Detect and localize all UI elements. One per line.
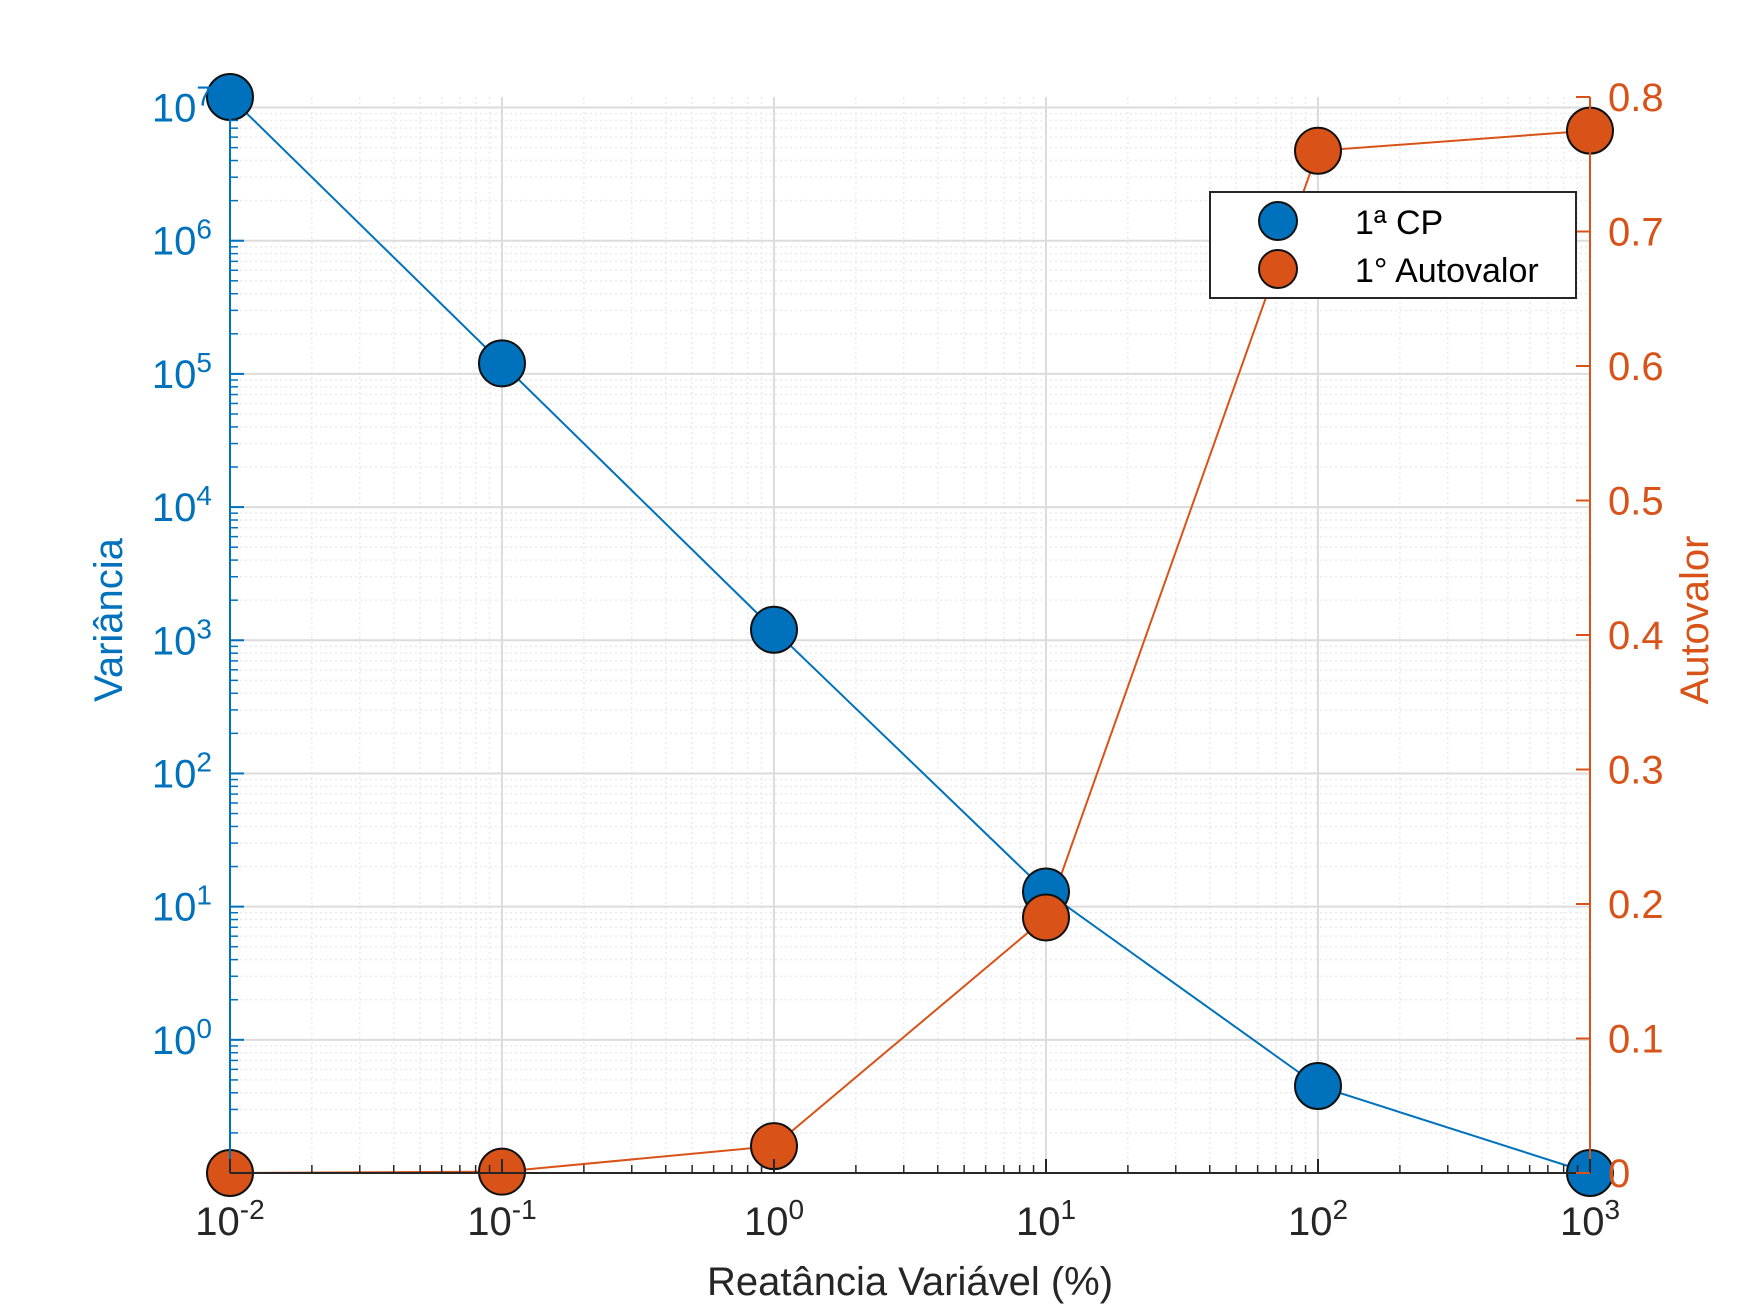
y-right-tick-label: 0.5	[1608, 480, 1664, 524]
series-1-point	[478, 339, 526, 388]
y-left-tick-label: 102	[152, 746, 212, 796]
series-line-2	[229, 129, 1591, 1174]
y-right-tick-label: 0.1	[1608, 1018, 1664, 1062]
x-tick-label: 100	[744, 1194, 804, 1244]
series-line-1	[229, 96, 1591, 1174]
legend-label: 1° Autovalor	[1355, 252, 1539, 290]
y-right-tick-label: 0.3	[1608, 749, 1664, 793]
y-left-tick-label: 105	[152, 347, 212, 397]
series-2-point	[1294, 126, 1342, 175]
y-right-tick-label: 0.2	[1608, 883, 1664, 927]
axes: 10-2 10-1 100 101 102 103 100 101 102 103 104 105 10…	[152, 76, 1664, 1244]
y-right-tick-label: 0.7	[1608, 211, 1664, 255]
y-right-tick-label: 0	[1608, 1152, 1630, 1196]
y-right-tick-label: 0.4	[1608, 614, 1664, 658]
y-left-tick-label: 101	[152, 880, 212, 930]
legend-marker	[1258, 249, 1298, 289]
legend: 1ª CP 1° Autovalor	[1209, 191, 1577, 299]
y-left-tick-label: 104	[152, 480, 212, 530]
x-tick-label: 10-2	[195, 1194, 264, 1244]
x-tick-label: 10-1	[467, 1194, 536, 1244]
x-axis-label: Reatância Variável (%)	[707, 1260, 1113, 1304]
y-left-tick-label: 107	[152, 81, 212, 131]
y-left-tick-label: 100	[152, 1013, 212, 1063]
y-left-tick-label: 106	[152, 214, 212, 264]
y-right-tick-label: 0.6	[1608, 345, 1664, 389]
x-tick-label: 102	[1288, 1194, 1348, 1244]
legend-marker	[1258, 201, 1298, 241]
y-left-axis-label: Variância	[87, 537, 131, 702]
series-1-point	[750, 605, 798, 654]
series-1-point	[1294, 1062, 1342, 1111]
x-tick-label: 101	[1016, 1194, 1076, 1244]
y-right-tick-label: 0.8	[1608, 76, 1664, 120]
legend-label: 1ª CP	[1355, 204, 1443, 242]
series-layer	[206, 73, 1614, 1197]
x-tick-label: 103	[1560, 1194, 1620, 1244]
y-right-axis-label: Autovalor	[1673, 536, 1717, 705]
series-2-point	[1022, 893, 1070, 942]
y-left-tick-label: 103	[152, 613, 212, 663]
